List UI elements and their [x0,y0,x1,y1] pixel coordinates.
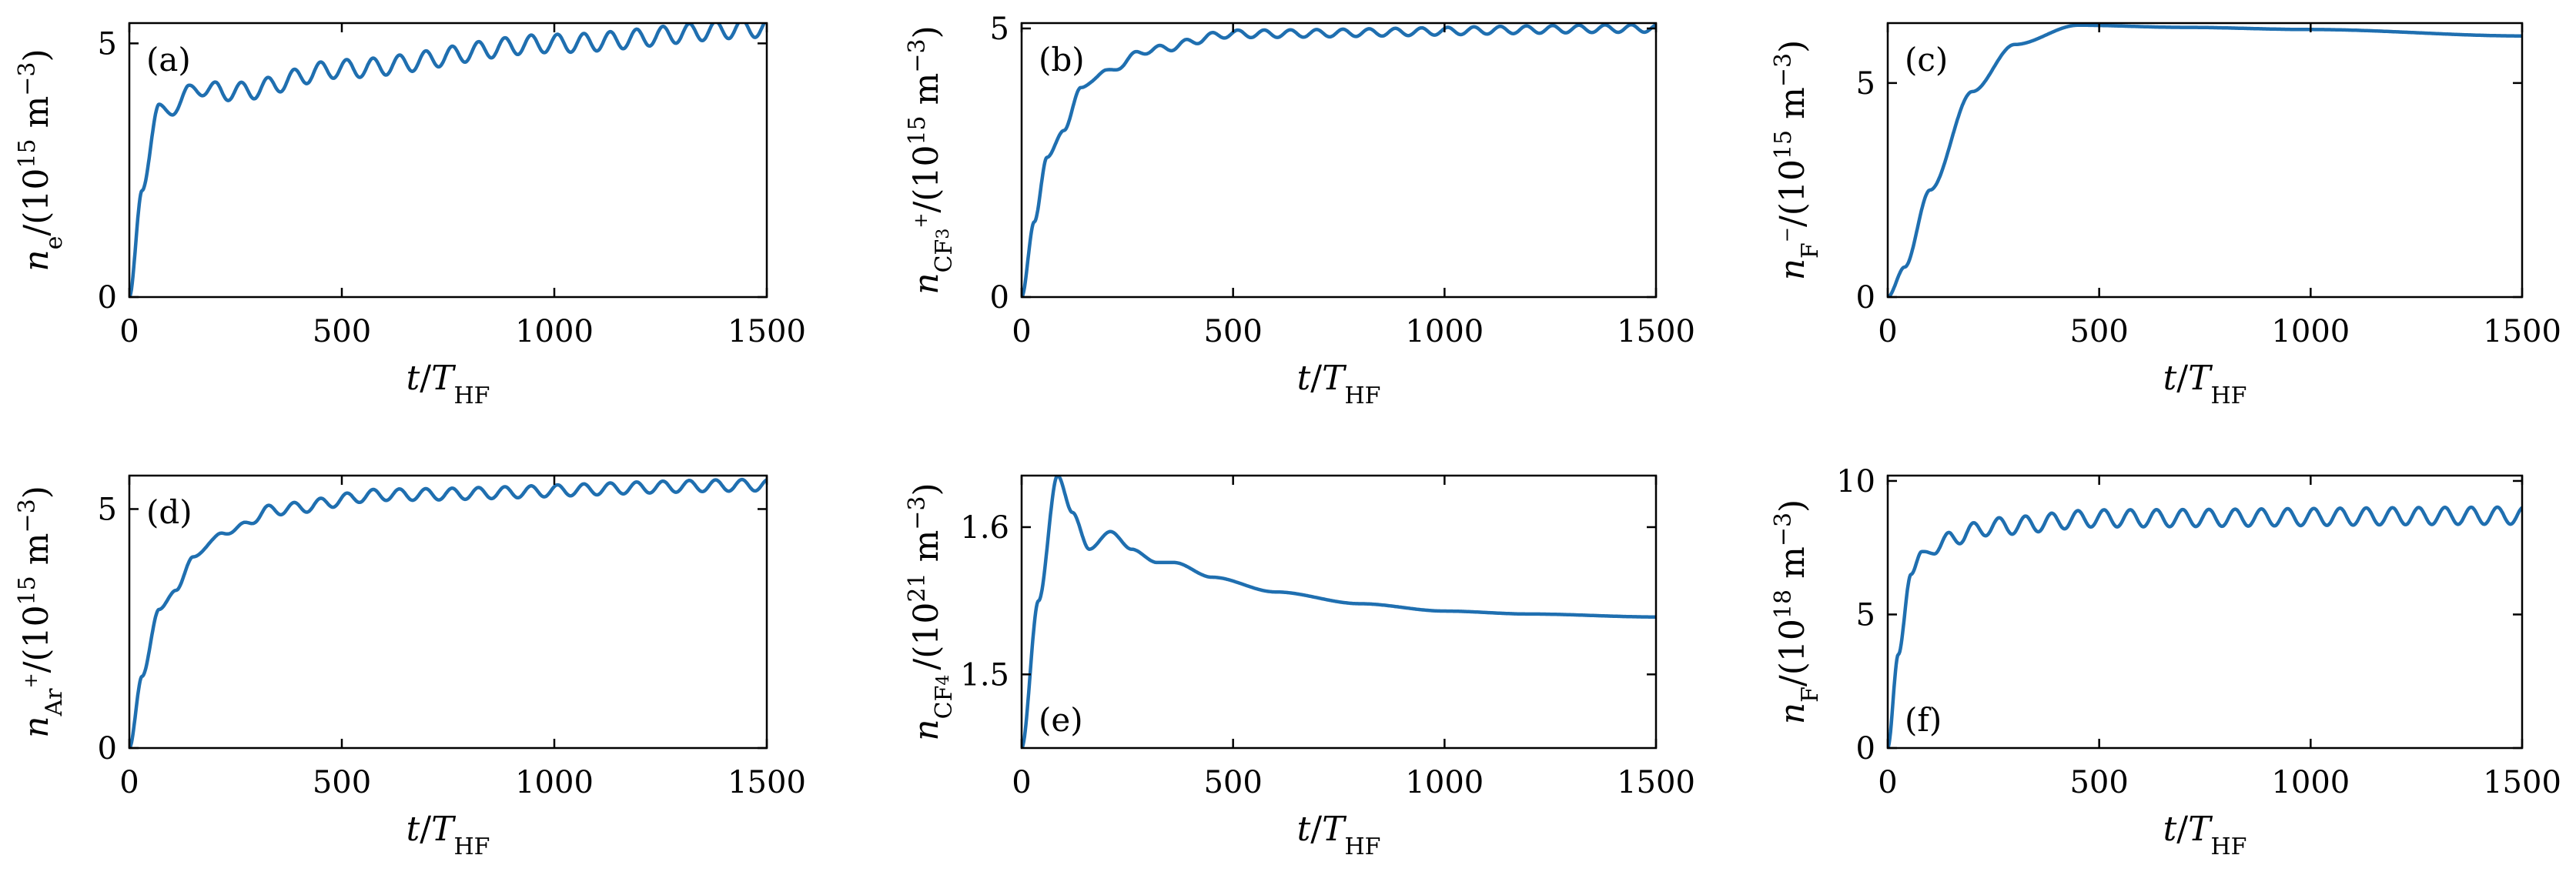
y-tick-label-b-0: 0 [990,280,1009,316]
chart-panel-a: 0 500 1000 1500 0 5 (a) t/THF ne/(1015 m−3) [14,22,806,409]
x-axis-label-f: t/THF [2163,810,2247,860]
panel-label-f: (f) [1905,701,1942,739]
x-tick-label-a-0: 0 [119,314,139,349]
x-tick-label-e-3: 1500 [1617,765,1695,800]
x-tick-label-c-3: 1500 [2483,314,2561,349]
y-axis-label-f: nF/(1018 m−3) [1770,499,1824,724]
panel-label-c: (c) [1905,41,1948,78]
y-tick-label-e-0: 1.5 [960,657,1009,693]
panel-label-a: (a) [146,41,191,78]
x-tick-label-f-2: 1000 [2271,765,2350,800]
x-tick-label-c-2: 1000 [2271,314,2350,349]
series-line-c [1888,23,2522,297]
y-tick-label-c-1: 5 [1856,66,1875,102]
x-tick-label-d-0: 0 [119,765,139,800]
x-tick-label-d-1: 500 [313,765,371,800]
plot-frame-c [1886,22,2524,299]
series-line-d [129,477,767,748]
x-tick-label-a-1: 500 [313,314,371,349]
plot-frame-d [128,474,768,750]
chart-panel-f: 0 500 1000 1500 0 5 10 (f) t/THF nF/(1018 m−3) [1770,464,2561,860]
x-axis-label-a: t/THF [406,359,490,409]
x-tick-label-b-2: 1000 [1405,314,1484,349]
y-axis-label-d: nAr+/(1015 m−3) [14,486,68,738]
x-tick-label-d-3: 1500 [728,765,806,800]
series-line-f [1888,505,2522,748]
y-tick-label-a-0: 0 [98,280,117,316]
y-axis-label-c: nF−/(1015 m−3) [1770,40,1824,281]
x-tick-label-c-1: 500 [2069,314,2128,349]
y-tick-label-f-2: 10 [1836,464,1875,499]
series-line-a [129,23,767,297]
y-axis-label-a: ne/(1015 m−3) [14,48,68,271]
x-axis-label-c: t/THF [2163,359,2247,409]
y-tick-label-a-1: 5 [98,26,117,62]
chart-panel-d: 0 500 1000 1500 0 5 (d) t/THF nAr+/(1015 m−3) [14,474,806,860]
x-tick-label-b-3: 1500 [1617,314,1695,349]
x-tick-label-f-0: 0 [1878,765,1897,800]
y-axis-label-b: nCF3+/(1015 m−3) [904,25,958,295]
x-tick-label-a-2: 1000 [515,314,594,349]
series-line-e [1022,476,1656,748]
y-tick-label-e-1: 1.6 [960,510,1009,546]
x-tick-label-e-2: 1000 [1405,765,1484,800]
series-line-b [1022,23,1656,297]
x-tick-label-d-2: 1000 [515,765,594,800]
plot-frame-a [128,22,768,299]
panel-label-b: (b) [1039,41,1085,78]
y-tick-label-f-0: 0 [1856,731,1875,766]
y-tick-label-c-0: 0 [1856,280,1875,316]
y-tick-label-b-1: 5 [990,12,1009,47]
x-axis-label-d: t/THF [406,810,490,860]
x-axis-label-e: t/THF [1297,810,1381,860]
plot-frame-b [1020,22,1658,299]
x-tick-label-b-1: 500 [1203,314,1262,349]
y-axis-label-e: nCF4/(1021 m−3) [904,483,958,740]
y-tick-label-d-1: 5 [98,492,117,527]
x-tick-label-f-1: 500 [2069,765,2128,800]
x-tick-label-f-3: 1500 [2483,765,2561,800]
plot-frame-f [1886,474,2524,750]
panel-label-d: (d) [146,493,192,531]
chart-panel-c: 0 500 1000 1500 0 5 (c) t/THF nF−/(1015 m−3) [1770,22,2561,409]
y-tick-label-d-0: 0 [98,731,117,766]
x-tick-label-e-0: 0 [1012,765,1031,800]
y-tick-label-f-1: 5 [1856,597,1875,633]
chart-panel-e: 0 500 1000 1500 1.5 1.6 (e) t/THF nCF4/(1021 m−3… [904,474,1695,860]
x-axis-label-b: t/THF [1297,359,1381,409]
plot-frame-e [1020,474,1658,750]
x-tick-label-a-3: 1500 [728,314,806,349]
x-tick-label-e-1: 500 [1203,765,1262,800]
chart-panel-b: 0 500 1000 1500 0 5 (b) t/THF nCF3+/(1015 m−3) [904,12,1695,409]
x-tick-label-c-0: 0 [1878,314,1897,349]
panel-label-e: (e) [1039,701,1083,739]
x-tick-label-b-0: 0 [1012,314,1031,349]
